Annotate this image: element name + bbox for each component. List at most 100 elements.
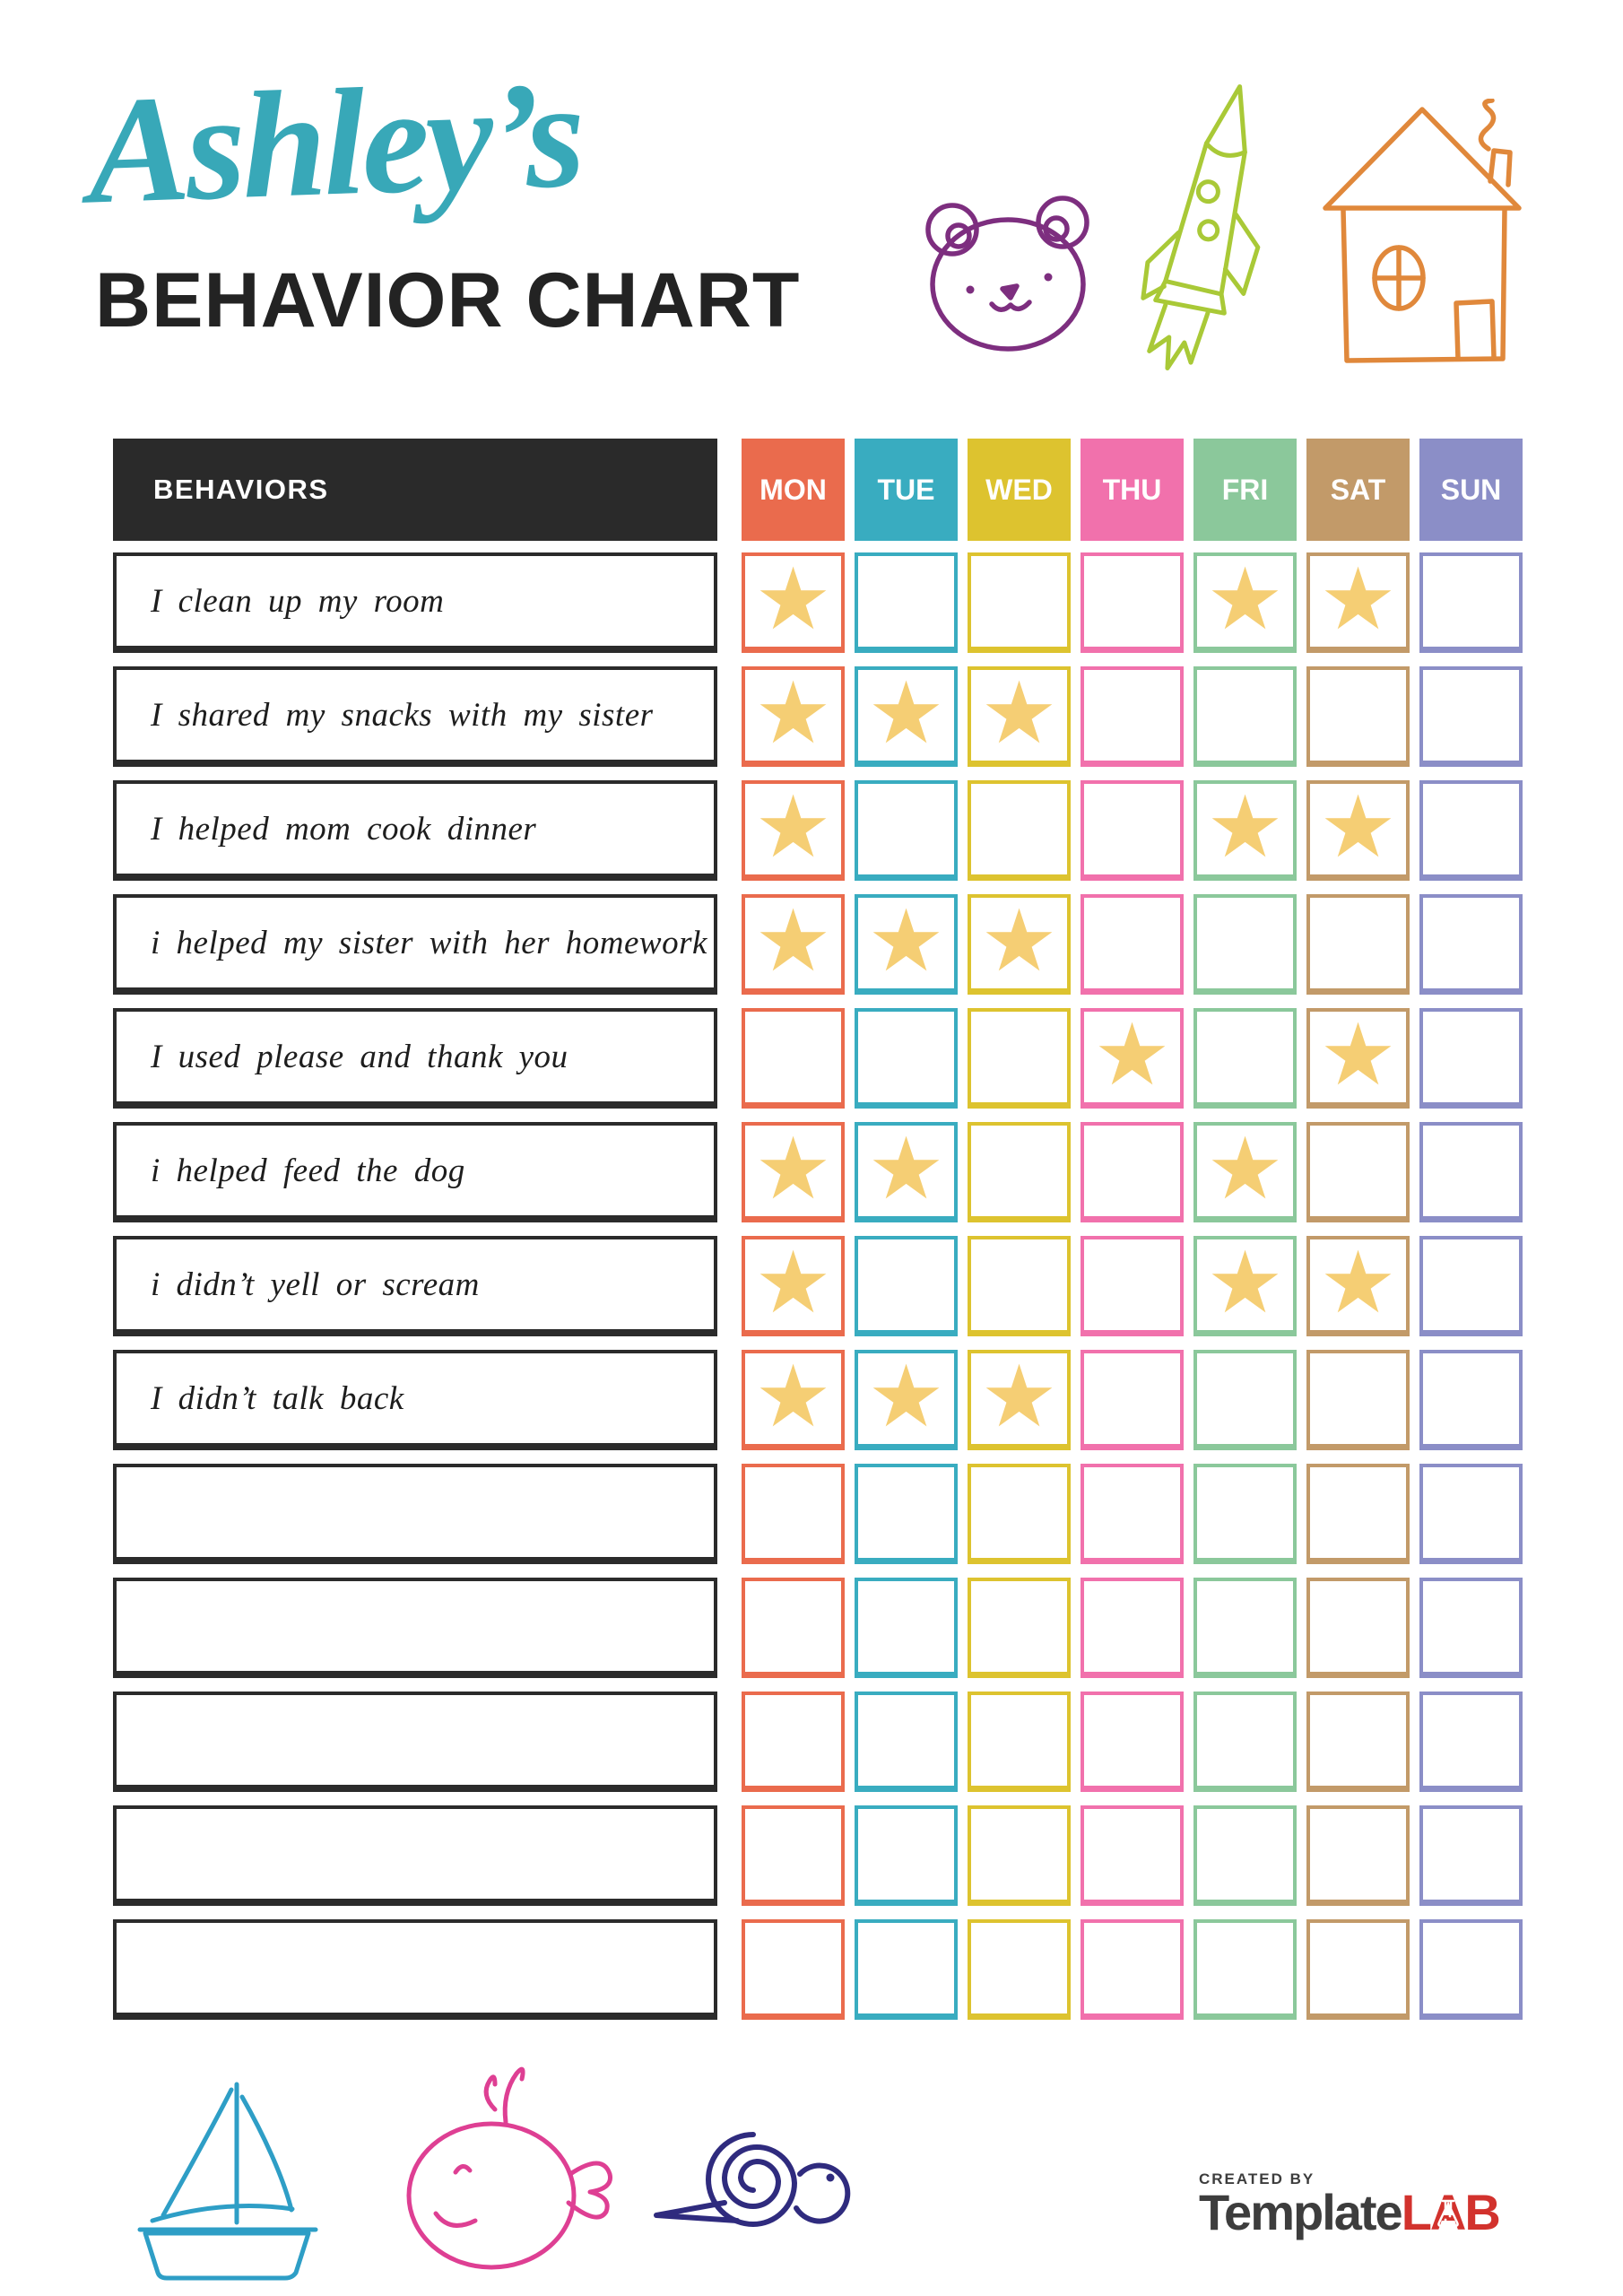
day-cell-fri <box>1193 1805 1297 1906</box>
day-cell-wed <box>968 1919 1071 2020</box>
day-cell-mon <box>742 1805 845 1906</box>
table-row: i helped feed the dog ★ ★ ★ <box>113 1122 1532 1222</box>
day-cell-sat <box>1306 1805 1410 1906</box>
day-cell-sat <box>1306 1122 1410 1222</box>
star-icon: ★ <box>754 890 832 991</box>
behavior-cell <box>113 1578 717 1678</box>
day-cell-wed: ★ <box>968 894 1071 995</box>
day-header-mon: MON <box>742 439 845 541</box>
day-cell-tue <box>855 780 958 881</box>
day-cell-wed <box>968 1805 1071 1906</box>
day-cell-tue <box>855 1464 958 1564</box>
day-cell-thu <box>1081 780 1184 881</box>
day-cell-wed <box>968 1578 1071 1678</box>
star-icon: ★ <box>1319 548 1397 649</box>
day-cell-sat: ★ <box>1306 1236 1410 1336</box>
day-cell-thu <box>1081 1805 1184 1906</box>
star-icon: ★ <box>1093 1004 1171 1105</box>
day-cell-sun <box>1419 1464 1523 1564</box>
day-cell-fri <box>1193 1350 1297 1450</box>
day-cell-sun <box>1419 1692 1523 1792</box>
star-icon: ★ <box>867 1345 945 1447</box>
rocket-icon <box>1141 84 1261 370</box>
day-cell-fri: ★ <box>1193 1236 1297 1336</box>
behavior-cell <box>113 1805 717 1906</box>
page-title: BEHAVIOR CHART <box>95 257 801 344</box>
day-cell-thu <box>1081 1236 1184 1336</box>
whale-icon <box>406 2066 613 2270</box>
behavior-cell: I didn’t talk back <box>113 1350 717 1450</box>
behavior-cell: I used please and thank you <box>113 1008 717 1109</box>
day-cell-wed <box>968 1464 1071 1564</box>
day-header-fri: FRI <box>1193 439 1297 541</box>
brand-template-text: Template <box>1199 2184 1403 2240</box>
day-cell-sat <box>1306 1350 1410 1450</box>
table-row: I used please and thank you ★ ★ <box>113 1008 1532 1109</box>
day-cell-sat: ★ <box>1306 1008 1410 1109</box>
behavior-label: i didn’t yell or scream <box>151 1265 480 1303</box>
day-header-sun: SUN <box>1419 439 1523 541</box>
day-cell-sat <box>1306 1919 1410 2020</box>
day-cell-wed <box>968 1122 1071 1222</box>
day-cell-fri <box>1193 1464 1297 1564</box>
star-icon: ★ <box>1319 1004 1397 1105</box>
day-cell-thu <box>1081 894 1184 995</box>
day-cell-mon: ★ <box>742 780 845 881</box>
behavior-label: I helped mom cook dinner <box>151 810 537 848</box>
star-icon: ★ <box>754 1231 832 1333</box>
day-cell-sun <box>1419 1805 1523 1906</box>
day-cell-sun <box>1419 666 1523 767</box>
behavior-cell: i helped feed the dog <box>113 1122 717 1222</box>
day-cell-wed <box>968 1008 1071 1109</box>
behavior-table: BEHAVIORS MON TUE WED THU FRI SAT SUN I clean up… <box>113 439 1532 2033</box>
day-cell-tue: ★ <box>855 1122 958 1222</box>
behavior-label: i helped feed the dog <box>151 1152 465 1189</box>
day-cell-sat <box>1306 1692 1410 1792</box>
behavior-cell: I clean up my room <box>113 552 717 653</box>
table-row <box>113 1805 1532 1906</box>
day-cell-sun <box>1419 552 1523 653</box>
day-cell-thu <box>1081 666 1184 767</box>
table-row <box>113 1919 1532 2020</box>
day-cell-thu <box>1081 1464 1184 1564</box>
day-cell-sat: ★ <box>1306 552 1410 653</box>
table-header-row: BEHAVIORS MON TUE WED THU FRI SAT SUN <box>113 439 1532 541</box>
day-cell-wed <box>968 780 1071 881</box>
day-cell-thu <box>1081 552 1184 653</box>
day-cell-thu <box>1081 1692 1184 1792</box>
day-cell-fri <box>1193 1578 1297 1678</box>
day-cell-tue <box>855 1008 958 1109</box>
star-icon: ★ <box>754 662 832 763</box>
day-cell-tue <box>855 1692 958 1792</box>
created-by-label: CREATED BY <box>1199 2170 1315 2187</box>
behavior-cell: i helped my sister with her homework <box>113 894 717 995</box>
table-row: I shared my snacks with my sister ★ ★ ★ <box>113 666 1532 767</box>
house-icon <box>1323 99 1522 363</box>
day-cell-mon: ★ <box>742 1350 845 1450</box>
day-cell-fri <box>1193 1008 1297 1109</box>
day-cell-mon <box>742 1464 845 1564</box>
day-cell-sat <box>1306 1578 1410 1678</box>
behavior-cell <box>113 1464 717 1564</box>
star-icon: ★ <box>867 1118 945 1219</box>
behavior-label: I used please and thank you <box>151 1038 568 1075</box>
sailboat-icon <box>137 2082 318 2281</box>
behavior-cell: i didn’t yell or scream <box>113 1236 717 1336</box>
table-row <box>113 1578 1532 1678</box>
day-cell-tue: ★ <box>855 1350 958 1450</box>
day-header-wed: WED <box>968 439 1071 541</box>
day-cell-tue <box>855 1578 958 1678</box>
behavior-label: i helped my sister with her homework <box>151 924 707 961</box>
star-icon: ★ <box>754 1345 832 1447</box>
table-row: i helped my sister with her homework ★ ★ ★ <box>113 894 1532 995</box>
day-cell-mon <box>742 1692 845 1792</box>
behaviors-column-header: BEHAVIORS <box>113 439 717 541</box>
day-cell-sun <box>1419 1008 1523 1109</box>
day-cell-thu <box>1081 1578 1184 1678</box>
day-cell-sun <box>1419 1236 1523 1336</box>
day-cell-wed <box>968 1236 1071 1336</box>
day-cell-tue <box>855 1236 958 1336</box>
day-cell-sat <box>1306 666 1410 767</box>
star-icon: ★ <box>980 890 1058 991</box>
